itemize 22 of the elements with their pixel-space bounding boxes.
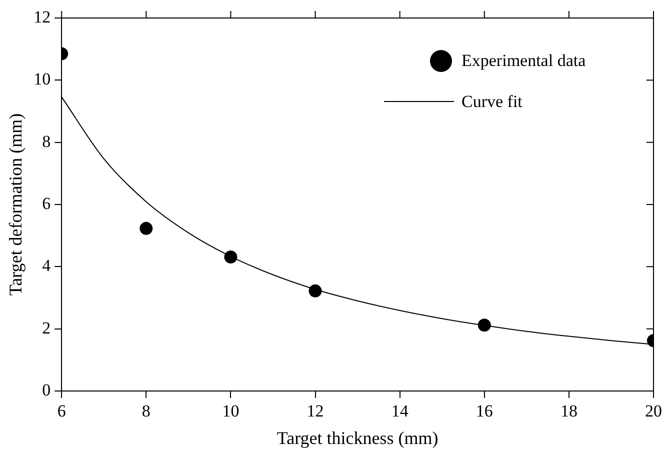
y-tick-label: 2: [42, 318, 51, 338]
x-axis-title: Target thickness (mm): [276, 428, 438, 448]
y-tick-label: 4: [42, 256, 52, 276]
x-tick-label: 6: [57, 402, 66, 421]
y-tick-label: 12: [34, 7, 51, 26]
x-tick-label: 8: [142, 402, 150, 421]
y-tick-label: 10: [34, 70, 51, 89]
point: [308, 284, 322, 298]
x-tick-label: 10: [222, 402, 240, 421]
y-tick-label: 6: [42, 194, 51, 213]
x-tick-label: 14: [391, 402, 409, 421]
y-axis-title: Target deformation (mm): [6, 113, 26, 296]
x-tick-label: 20: [645, 402, 662, 421]
point: [224, 250, 238, 264]
x-tick-label: 12: [306, 402, 324, 421]
legend-label: Experimental data: [462, 50, 586, 70]
x-tick-label: 18: [560, 402, 578, 421]
y-tick-label: 8: [42, 132, 51, 151]
point: [140, 222, 153, 235]
y-tick-label: 0: [42, 380, 51, 400]
x-tick-label: 16: [476, 402, 493, 421]
legend-label: Curve fit: [462, 92, 522, 112]
